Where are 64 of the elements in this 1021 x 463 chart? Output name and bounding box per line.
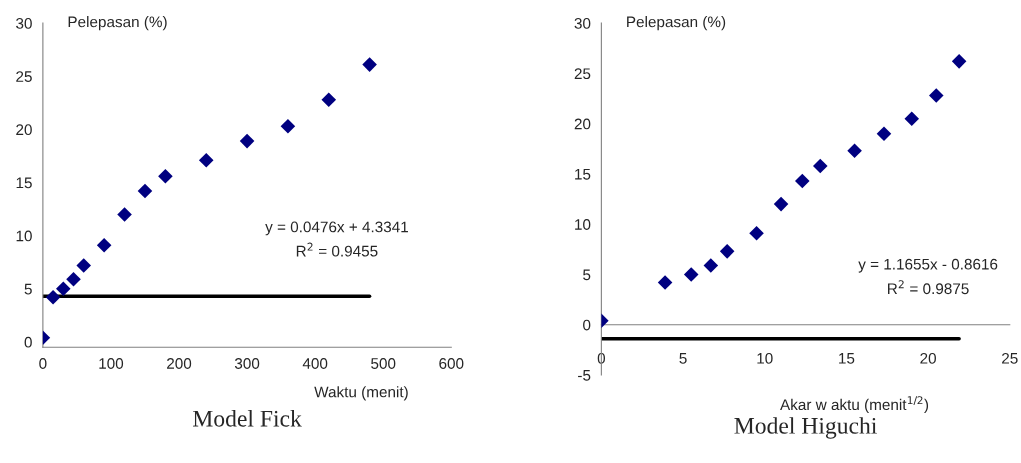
point (198, 152, 214, 168)
point (76, 258, 92, 273)
y-tick-label: 25 (16, 71, 32, 82)
annotation: y = 1.1655x - 0.8616 (858, 258, 998, 273)
y-tick-label: 20 (574, 118, 591, 130)
point (137, 183, 153, 199)
point (683, 267, 699, 282)
point (703, 258, 719, 273)
point (928, 88, 944, 103)
y-tick-label: 5 (583, 269, 591, 281)
y-tick-label: 25 (574, 68, 591, 80)
point (45, 290, 61, 305)
y-tick-label: 20 (16, 124, 32, 136)
point (657, 275, 673, 290)
y-tick-label: 0 (583, 319, 591, 331)
annotation: R$^{2}$ = 0.9875 (888, 280, 969, 295)
text: Model Fick (193, 410, 302, 427)
x-tick-label: 100 (99, 358, 124, 369)
point (66, 271, 81, 287)
point (56, 281, 71, 297)
x-tick-label: 600 (439, 358, 464, 369)
x-tick-label: 0 (39, 358, 47, 369)
x-tick-label: 500 (371, 358, 396, 369)
point (158, 168, 173, 184)
x-tick-label: 15 (839, 353, 855, 364)
y-axis-title: Pelepasan (%) (627, 16, 726, 31)
point (951, 54, 967, 69)
point (117, 207, 132, 222)
y-tick-label: 15 (575, 168, 591, 180)
annotation: R$^{2}$ = 0.9455 (296, 242, 378, 257)
x-tick-label: 25 (1002, 352, 1018, 364)
point (719, 244, 735, 259)
text: Model Higuchi (734, 417, 877, 439)
x-tick-label: 200 (167, 358, 192, 369)
x-tick-label: 0 (597, 352, 606, 364)
y-tick-label: 5 (24, 283, 32, 295)
y-tick-label: 15 (16, 177, 32, 189)
point (362, 57, 377, 72)
y-axis-title: Pelepasan (%) (68, 16, 167, 31)
y-tick-label: -5 (578, 370, 591, 381)
point (749, 225, 764, 241)
point (812, 158, 828, 174)
y-tick-label: 10 (16, 230, 32, 242)
point (321, 92, 337, 107)
y-tick-label: 10 (575, 219, 591, 230)
y-tick-label: 30 (16, 18, 32, 29)
x-tick-label: 5 (679, 353, 687, 364)
x-axis-title: Waktu (menit) (314, 386, 408, 401)
point (876, 126, 892, 142)
point (904, 111, 920, 126)
point (239, 133, 255, 149)
annotation: y = 0.0476x + 4.3341 (265, 221, 408, 236)
point (280, 118, 296, 134)
x-tick-label: 400 (302, 358, 328, 369)
x-axis-title: Akar w aktu (menit$^{1/2}$) (780, 396, 929, 414)
point (96, 237, 112, 253)
point (795, 173, 810, 189)
y-tick-label: 0 (24, 336, 32, 348)
y-tick-label: 30 (574, 18, 591, 29)
x-tick-label: 20 (920, 352, 936, 364)
x-tick-label: 300 (234, 358, 260, 369)
x-tick-label: 10 (757, 352, 773, 364)
point (847, 143, 862, 159)
point (773, 196, 789, 212)
